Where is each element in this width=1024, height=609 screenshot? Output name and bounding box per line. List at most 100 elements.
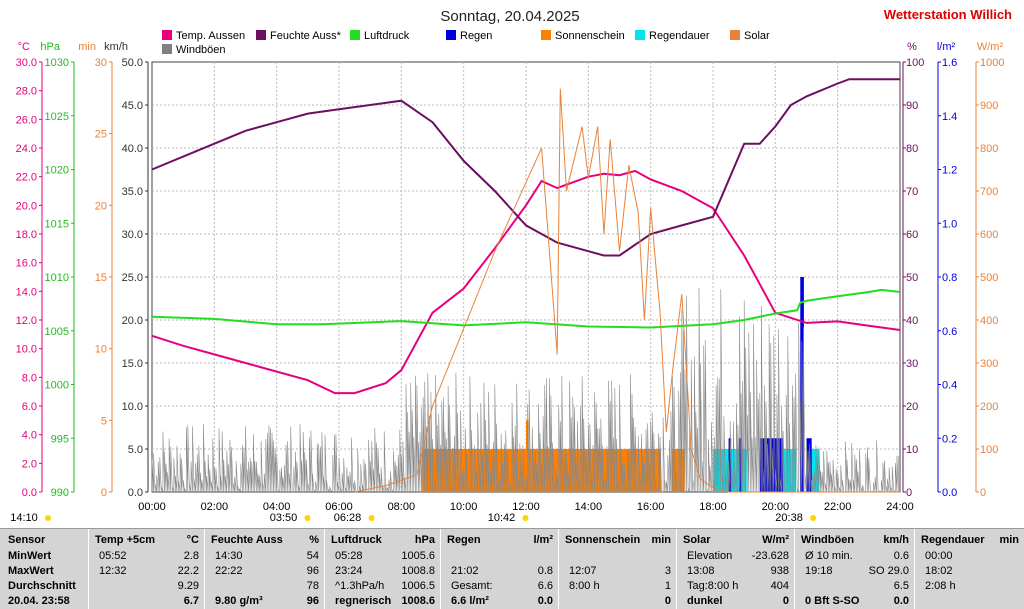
cell-time: Ø 10 min. [805,550,853,562]
col-sunshine: Sonnenschein min 12:07 3 8:00 h 1 0 [558,529,677,609]
legend-swatch [256,30,266,40]
legend-item: Temp. Aussen [162,30,245,42]
y-tick-label-solar_wm2: 0 [980,487,986,499]
x-tick-label: 12:00 [512,501,540,513]
y-tick-label-temp_c: 22.0 [16,172,37,184]
time-marker: 20:38 [775,512,803,524]
cell-value: 0 [782,595,789,607]
bar-regen [806,438,812,492]
legend-item: Sonnenschein [541,30,625,42]
series-line-feuchte-auss- [151,78,900,257]
legend-label: Luftdruck [364,30,410,42]
legend-item: Luftdruck [350,30,410,42]
legend-label: Regen [460,30,492,42]
legend-label: Feuchte Auss* [270,30,342,42]
time-marker: 03:50 [270,512,298,524]
y-tick-label-wind_kmh: 5.0 [128,444,143,456]
cell-time: 6.6 l/m² [451,595,489,607]
cell-value: 1005.6 [401,550,435,562]
y-tick-label-temp_c: 6.0 [22,401,37,413]
col-header: Regen [447,534,481,546]
cell-value: 6.6 [537,580,553,592]
cell-value: 0.0 [893,595,909,607]
cell-time: 13:08 [687,565,715,577]
y-tick-label-humidity_pct: 80 [906,143,918,155]
y-tick-label-rain_lm2: 0.2 [942,433,957,445]
y-tick-label-minutes: 30 [95,57,107,69]
y-tick-label-humidity_pct: 40 [906,315,918,327]
chart-lines [151,78,901,493]
y-tick-label-temp_c: 2.0 [22,458,37,470]
y-tick-label-rain_lm2: 0.0 [942,487,957,499]
x-tick-label: 08:00 [388,501,416,513]
y-tick-label-pressure_hpa: 1015 [45,218,69,230]
y-tick-label-solar_wm2: 600 [980,229,998,241]
col-header: Solar [683,534,711,546]
y-tick-label-wind_kmh: 40.0 [122,143,143,155]
col-unit: % [309,534,319,546]
unit-label-right: W/m² [977,41,1004,53]
cell-value: 96 [306,595,319,607]
cell-value: -23.628 [751,550,789,562]
y-tick-label-rain_lm2: 0.6 [942,326,957,338]
legend-swatch [162,30,172,40]
legend-item: Regendauer [635,30,710,42]
y-tick-label-rain_lm2: 1.0 [942,218,957,230]
cell-time: Tag:8:00 h [687,580,739,592]
cell-value: 938 [770,565,789,577]
col-unit: min [651,534,671,546]
sun-moon-markers: 14:10 03:50 06:28 10:42 20:38 [10,512,817,524]
chart-axes: 00:00 02:00 04:00 06:00 08:00 10:00 12:00 14:00… [16,41,1005,513]
unit-label-left: hPa [40,41,60,53]
time-marker: 10:42 [488,512,516,524]
col-unit: km/h [883,534,909,546]
cell-time: 2:08 h [925,580,956,592]
time-marker: 06:28 [334,512,362,524]
y-tick-label-temp_c: 24.0 [16,143,37,155]
marker-dot [368,515,375,521]
unit-label-right: % [907,41,917,53]
cell-value: 1006.5 [401,580,435,592]
legend-item: Regen [446,30,492,42]
x-tick-label: 10:00 [450,501,478,513]
y-tick-label-solar_wm2: 1000 [980,57,1004,69]
y-tick-label-wind_kmh: 20.0 [122,315,143,327]
marker-dot [304,515,311,521]
cell-time: 00:00 [925,550,953,562]
y-tick-label-pressure_hpa: 1020 [45,165,69,177]
col-raindur: Regendauer min 00:00 18:02 2:08 h [914,529,1024,609]
legend-swatch [541,30,551,40]
y-tick-label-solar_wm2: 400 [980,315,998,327]
y-tick-label-solar_wm2: 800 [980,143,998,155]
series-line-temp-aussen [151,169,901,395]
y-tick-label-pressure_hpa: 1025 [45,111,69,123]
marker-dot [522,515,529,521]
y-tick-label-rain_lm2: 0.8 [942,272,957,284]
y-tick-label-solar_wm2: 100 [980,444,998,456]
col-temp: Temp +5cm °C 05:52 2.8 12:32 22.2 9.29 6.7 [88,529,205,609]
legend-item: Feuchte Auss* [256,30,342,42]
col-unit: min [999,534,1019,546]
y-tick-label-pressure_hpa: 995 [51,433,69,445]
row-label-current: 20.04. 23:58 [8,595,70,607]
cell-time: 19:18 [805,565,833,577]
legend-swatch [162,44,172,54]
y-tick-label-pressure_hpa: 1005 [45,326,69,338]
wind-gust-line [151,287,899,494]
y-tick-label-wind_kmh: 35.0 [122,186,143,198]
cell-time: 22:22 [215,565,243,577]
statistics-table: Sensor MinWert MaxWert Durchschnitt 20.0… [0,528,1024,609]
y-tick-label-solar_wm2: 300 [980,358,998,370]
y-tick-label-wind_kmh: 50.0 [122,57,143,69]
y-tick-label-pressure_hpa: 990 [51,487,69,499]
unit-label-left: °C [18,41,30,53]
wind-gust-series [151,287,899,494]
y-tick-label-minutes: 10 [95,344,107,356]
y-tick-label-wind_kmh: 45.0 [122,100,143,112]
cell-value: 2.8 [183,550,199,562]
col-header: Windböen [801,534,855,546]
cell-value: SO 29.0 [868,565,909,577]
y-tick-label-minutes: 20 [95,200,107,212]
x-tick-label: 24:00 [886,501,914,513]
y-tick-label-humidity_pct: 0 [906,487,912,499]
